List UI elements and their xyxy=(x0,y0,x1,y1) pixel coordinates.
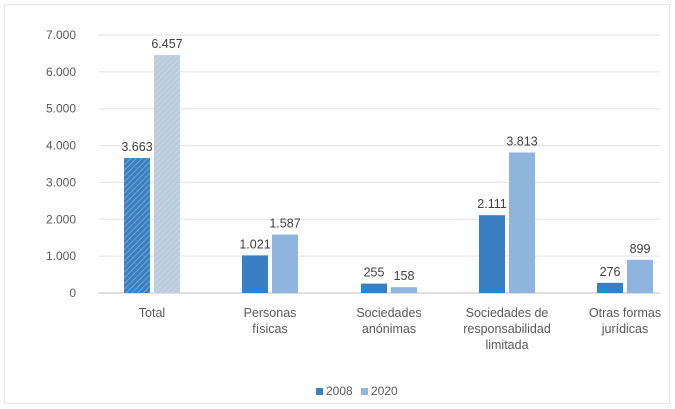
data-label: 3.663 xyxy=(121,140,152,154)
legend: 2008 2020 xyxy=(316,384,398,398)
bar-2020 xyxy=(272,234,298,293)
bars: 3.663 6.457 1.021 1.587 255 158 2.111 3.813 276 8… xyxy=(121,37,653,293)
y-tick-label: 6.000 xyxy=(46,65,76,79)
legend-swatch-2020 xyxy=(361,388,368,395)
y-tick-label: 7.000 xyxy=(46,28,76,42)
bar-2008 xyxy=(242,255,268,293)
data-label: 276 xyxy=(600,265,621,279)
y-tick-label: 3.000 xyxy=(46,175,76,189)
legend-label-2008: 2008 xyxy=(326,384,353,398)
legend-label-2020: 2020 xyxy=(371,384,398,398)
gridlines xyxy=(98,34,660,294)
bar-2020 xyxy=(509,152,535,293)
bar-2020 xyxy=(627,259,653,293)
y-tick-label: 1.000 xyxy=(46,249,76,263)
y-tick-label: 2.000 xyxy=(46,212,76,226)
data-label: 1.021 xyxy=(239,237,270,251)
data-label: 158 xyxy=(394,269,415,283)
category-label: Otras formas jurídicas xyxy=(589,306,661,336)
bar-2008 xyxy=(479,215,505,293)
y-tick-label: 4.000 xyxy=(46,139,76,153)
x-axis: Total Personas físicas Sociedades anónimas So… xyxy=(139,306,661,352)
bar-2008 xyxy=(361,283,387,293)
y-axis: 0 1.000 2.000 3.000 4.000 5.000 6.000 7.000 xyxy=(46,28,76,300)
legend-swatch-2008 xyxy=(316,388,323,395)
bar-2020 xyxy=(391,287,417,293)
y-tick-label: 5.000 xyxy=(46,102,76,116)
category-label: Sociedades de responsabilidad limitada xyxy=(463,306,551,352)
y-tick-label: 0 xyxy=(69,286,76,300)
data-label: 899 xyxy=(630,242,651,256)
bar-2008 xyxy=(597,282,623,293)
data-label: 2.111 xyxy=(477,197,506,211)
data-label: 3.813 xyxy=(506,134,537,148)
chart-frame xyxy=(4,4,670,404)
category-label: Personas físicas xyxy=(244,306,297,336)
bar-2020 xyxy=(154,55,180,293)
data-label: 255 xyxy=(364,266,385,280)
bar-2008 xyxy=(124,157,150,293)
data-label: 6.457 xyxy=(151,37,182,51)
category-label: Total xyxy=(139,306,165,320)
category-label: Sociedades anónimas xyxy=(356,306,421,336)
data-label: 1.587 xyxy=(269,217,300,231)
